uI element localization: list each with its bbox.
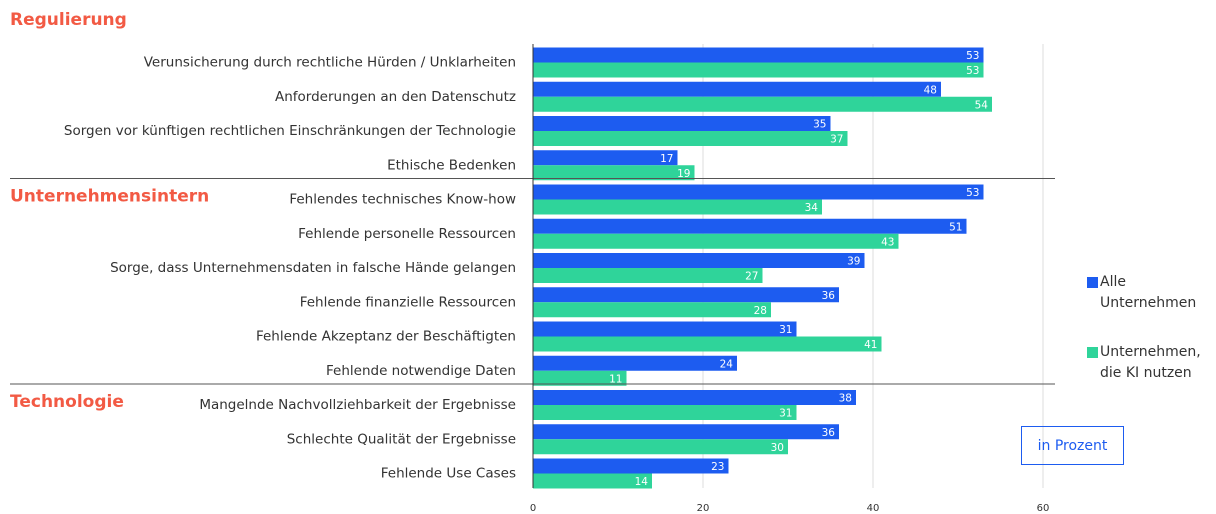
bar [533, 405, 797, 420]
value-label: 54 [975, 99, 989, 111]
section-title: Technologie [10, 392, 124, 412]
bar [533, 302, 771, 318]
bar [533, 268, 763, 283]
value-label: 53 [966, 50, 979, 62]
bar [533, 287, 839, 303]
value-label: 17 [660, 153, 673, 165]
value-label: 38 [839, 393, 852, 405]
bar [533, 96, 992, 112]
category-label: Fehlende notwendige Daten [326, 363, 516, 379]
value-label: 11 [609, 373, 622, 385]
category-label: Fehlende finanzielle Ressourcen [300, 294, 516, 310]
x-tick-label: 20 [697, 503, 710, 514]
bar [533, 233, 899, 249]
value-label: 53 [966, 187, 979, 199]
category-label: Mangelnde Nachvollziehbarkeit der Ergebn… [199, 397, 516, 413]
value-label: 19 [677, 168, 690, 180]
bar [533, 184, 984, 200]
category-label: Fehlendes technisches Know-how [289, 192, 516, 208]
bar [533, 116, 831, 131]
bar [533, 81, 941, 97]
value-label: 39 [847, 256, 860, 268]
value-label: 48 [924, 84, 937, 96]
bar [533, 131, 848, 146]
value-label: 24 [720, 358, 734, 370]
category-label: Verunsicherung durch rechtliche Hürden /… [144, 55, 516, 71]
value-label: 30 [771, 442, 784, 454]
value-label: 34 [805, 202, 819, 214]
bar [533, 370, 627, 386]
value-label: 35 [813, 119, 826, 131]
bar [533, 355, 737, 371]
bar [533, 458, 729, 474]
value-label: 27 [745, 271, 758, 283]
value-label: 37 [830, 134, 843, 146]
bar [533, 336, 882, 352]
value-label: 43 [881, 236, 894, 248]
bar [533, 62, 984, 78]
bar [533, 321, 797, 337]
x-tick-label: 40 [867, 503, 880, 514]
bar [533, 47, 984, 63]
x-tick-label: 60 [1037, 503, 1050, 514]
section-title: Regulierung [10, 10, 127, 30]
legend-label: Alle Unternehmen [1100, 274, 1197, 311]
category-label: Schlechte Qualität der Ergebnisse [287, 431, 516, 447]
bar [533, 150, 678, 166]
bar [533, 473, 652, 489]
value-label: 53 [966, 65, 979, 77]
category-label: Fehlende personelle Ressourcen [298, 226, 516, 242]
value-label: 31 [779, 324, 792, 336]
category-label: Fehlende Use Cases [381, 466, 516, 482]
legend-swatch [1087, 347, 1098, 358]
bar [533, 253, 865, 268]
x-tick-label: 0 [530, 503, 536, 514]
category-label: Sorgen vor künftigen rechtlichen Einschr… [64, 123, 516, 139]
value-label: 36 [822, 290, 836, 302]
legend-label: Unternehmen, die KI nutzen [1100, 344, 1201, 381]
value-label: 14 [635, 476, 649, 488]
value-label: 28 [754, 305, 767, 317]
value-label: 36 [822, 427, 836, 439]
legend-swatch [1087, 277, 1098, 288]
value-label: 23 [711, 461, 724, 473]
bar [533, 218, 967, 234]
category-label: Sorge, dass Unternehmensdaten in falsche… [110, 260, 516, 276]
bar [533, 424, 839, 440]
category-label: Fehlende Akzeptanz der Beschäftigten [256, 329, 516, 345]
bar [533, 439, 788, 455]
category-label: Ethische Bedenken [387, 157, 516, 173]
annotation: in Prozent [1021, 426, 1124, 465]
value-label: 31 [779, 408, 792, 420]
bar [533, 199, 822, 215]
bar [533, 390, 856, 405]
bar [533, 165, 695, 181]
value-label: 51 [949, 221, 962, 233]
section-title: Unternehmensintern [10, 187, 209, 207]
category-label: Anforderungen an den Datenschutz [275, 89, 516, 105]
value-label: 41 [864, 339, 877, 351]
